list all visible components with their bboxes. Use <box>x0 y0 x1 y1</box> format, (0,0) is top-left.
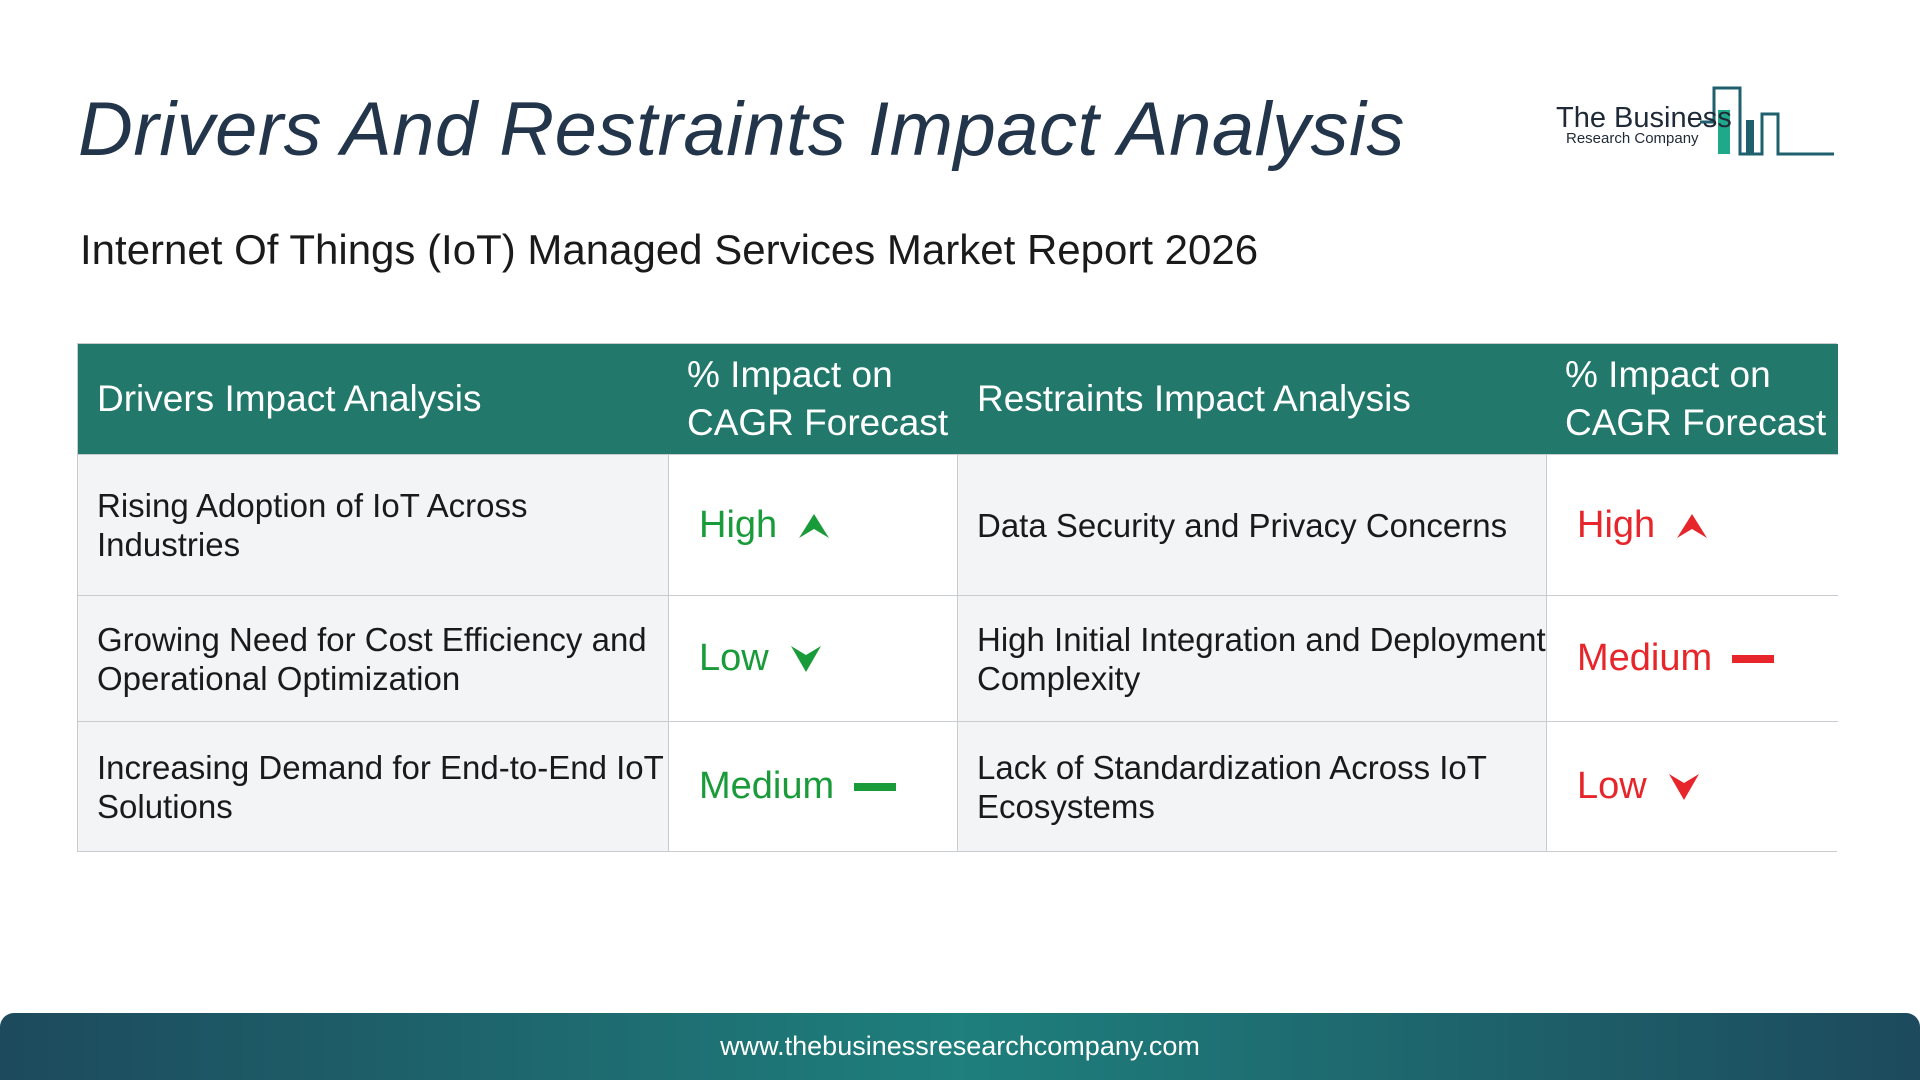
footer-bar: www.thebusinessresearchcompany.com <box>0 1013 1920 1080</box>
logo-name: The Business <box>1556 102 1732 134</box>
impact-label: Medium <box>1577 637 1713 679</box>
arrow-up-icon <box>799 514 830 538</box>
header-restraints: Restraints Impact Analysis <box>958 344 1546 454</box>
driver-impact-cell: High <box>668 454 958 595</box>
logo-subtitle: Research Company <box>1566 130 1699 147</box>
footer-url[interactable]: www.thebusinessresearchcompany.com <box>720 1031 1200 1061</box>
driver-impact-cell: Medium <box>668 721 958 851</box>
report-subtitle: Internet Of Things (IoT) Managed Service… <box>80 226 1259 273</box>
page-title: Drivers And Restraints Impact Analysis <box>78 87 1405 172</box>
restraint-cell: Lack of Standardization Across IoT Ecosy… <box>958 721 1546 851</box>
dash-icon <box>1732 654 1775 663</box>
impact-label: Low <box>1577 765 1647 807</box>
dash-icon <box>854 782 897 791</box>
arrow-up-icon <box>1677 514 1708 538</box>
restraint-cell: Data Security and Privacy Concerns <box>958 454 1546 595</box>
impact-table: Drivers Impact Analysis % Impact on CAGR… <box>77 343 1838 852</box>
header-drivers: Drivers Impact Analysis <box>78 344 668 454</box>
arrow-down-icon <box>1668 773 1699 800</box>
header-restraint-impact: % Impact on CAGR Forecast <box>1546 344 1838 454</box>
driver-cell: Growing Need for Cost Efficiency and Ope… <box>78 595 668 721</box>
driver-impact-cell: Low <box>668 595 958 721</box>
arrow-down-icon <box>790 645 821 672</box>
header-driver-impact: % Impact on CAGR Forecast <box>668 344 958 454</box>
company-logo: The Business Research Company <box>1552 68 1838 156</box>
logo-bars-icon <box>1700 86 1834 156</box>
driver-cell: Increasing Demand for End-to-End IoT Sol… <box>78 721 668 851</box>
impact-label: Low <box>699 637 769 679</box>
impact-label: High <box>1577 503 1656 546</box>
driver-cell: Rising Adoption of IoT Across Industries <box>78 454 668 595</box>
impact-label: Medium <box>699 765 835 807</box>
restraint-cell: High Initial Integration and Deployment … <box>958 595 1546 721</box>
restraint-impact-cell: Low <box>1546 721 1838 851</box>
restraint-impact-cell: Medium <box>1546 595 1838 721</box>
impact-label: High <box>699 503 778 546</box>
restraint-impact-cell: High <box>1546 454 1838 595</box>
